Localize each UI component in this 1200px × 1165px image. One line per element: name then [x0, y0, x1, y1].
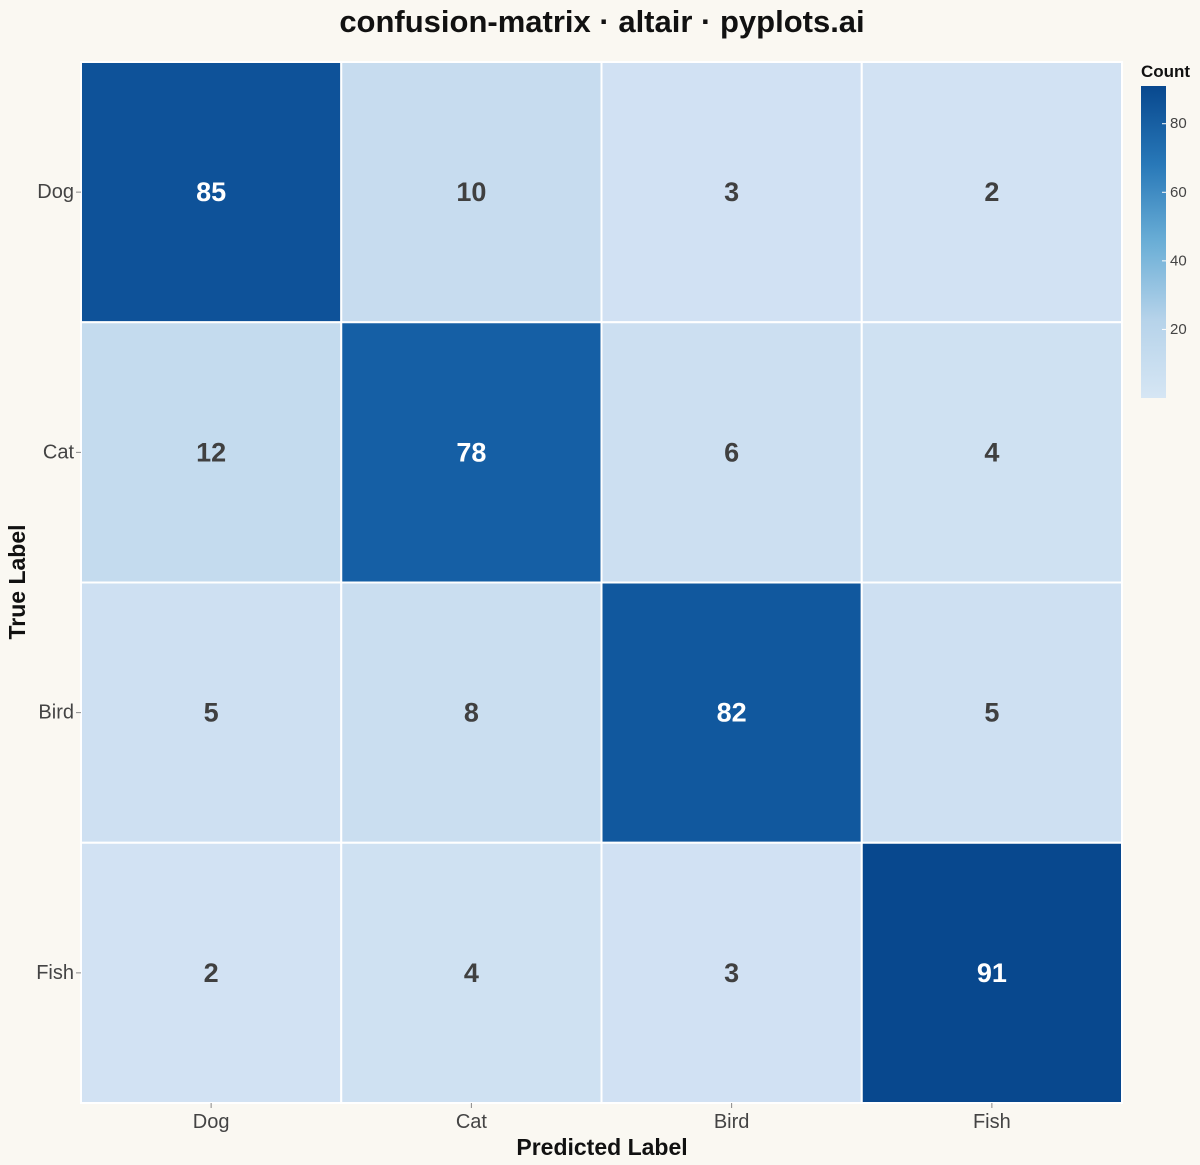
x-tick-label-dog: Dog	[193, 1111, 230, 1133]
x-tick-label-bird: Bird	[714, 1111, 750, 1133]
cell-value-label: 6	[724, 437, 739, 467]
legend-tick-label: 60	[1170, 184, 1187, 201]
cell-value-label: 78	[456, 437, 486, 467]
cell-value-label: 3	[724, 177, 739, 207]
color-legend: Count 20 40 60 80	[1141, 62, 1190, 398]
cell-value-label: 8	[464, 698, 479, 728]
legend-tick-label: 40	[1170, 252, 1187, 269]
x-axis-ticks: Dog Cat Bird Fish	[193, 1103, 1011, 1133]
heatmap-cell-cat-dog	[80, 321, 343, 584]
heatmap-cell-fish-cat	[340, 841, 603, 1104]
cell-value-label: 82	[717, 698, 747, 728]
cell-value-label: 12	[196, 437, 226, 467]
heatmap-cell-bird-cat	[340, 581, 603, 844]
heatmap-cell-dog-fish	[860, 61, 1123, 324]
heatmap-cell-dog-dog	[80, 61, 343, 324]
cell-value-label: 4	[464, 958, 479, 988]
cell-value-label: 5	[984, 698, 999, 728]
heatmap-cells	[80, 61, 1123, 1104]
cell-value-label: 4	[984, 437, 999, 467]
cell-value-label: 5	[204, 698, 219, 728]
cell-value-label: 3	[724, 958, 739, 988]
cell-value-label: 2	[984, 177, 999, 207]
legend-title: Count	[1141, 62, 1190, 81]
legend-ticks: 20 40 60 80	[1162, 115, 1187, 338]
cell-value-label: 91	[977, 958, 1007, 988]
heatmap-cell-cat-cat	[340, 321, 603, 584]
heatmap-cell-fish-dog	[80, 841, 343, 1104]
x-tick-label-fish: Fish	[973, 1111, 1011, 1133]
legend-gradient-bar	[1141, 86, 1166, 398]
y-tick-label-cat: Cat	[43, 441, 75, 463]
y-tick-label-dog: Dog	[37, 181, 74, 203]
y-tick-label-bird: Bird	[38, 702, 74, 724]
heatmap-cell-fish-fish	[860, 841, 1123, 1104]
heatmap-cell-dog-bird	[600, 61, 863, 324]
heatmap-cell-bird-fish	[860, 581, 1123, 844]
y-tick-label-fish: Fish	[36, 962, 74, 984]
y-axis-ticks: Dog Cat Bird Fish	[36, 181, 81, 984]
cell-value-labels: 85 10 3 2 12 78 6 4 5 8 82 5 2 4 3 91	[196, 177, 1007, 988]
heatmap-cell-fish-bird	[600, 841, 863, 1104]
legend-tick-label: 80	[1170, 115, 1187, 132]
x-tick-label-cat: Cat	[456, 1111, 488, 1133]
cell-value-label: 2	[204, 958, 219, 988]
y-axis-title: True Label	[4, 524, 30, 639]
heatmap-cell-cat-fish	[860, 321, 1123, 584]
heatmap-cell-dog-cat	[340, 61, 603, 324]
cell-value-label: 10	[456, 177, 486, 207]
cell-value-label: 85	[196, 177, 226, 207]
chart-title: confusion-matrix · altair · pyplots.ai	[339, 4, 864, 39]
legend-tick-label: 20	[1170, 321, 1187, 338]
x-axis-title: Predicted Label	[516, 1134, 687, 1160]
